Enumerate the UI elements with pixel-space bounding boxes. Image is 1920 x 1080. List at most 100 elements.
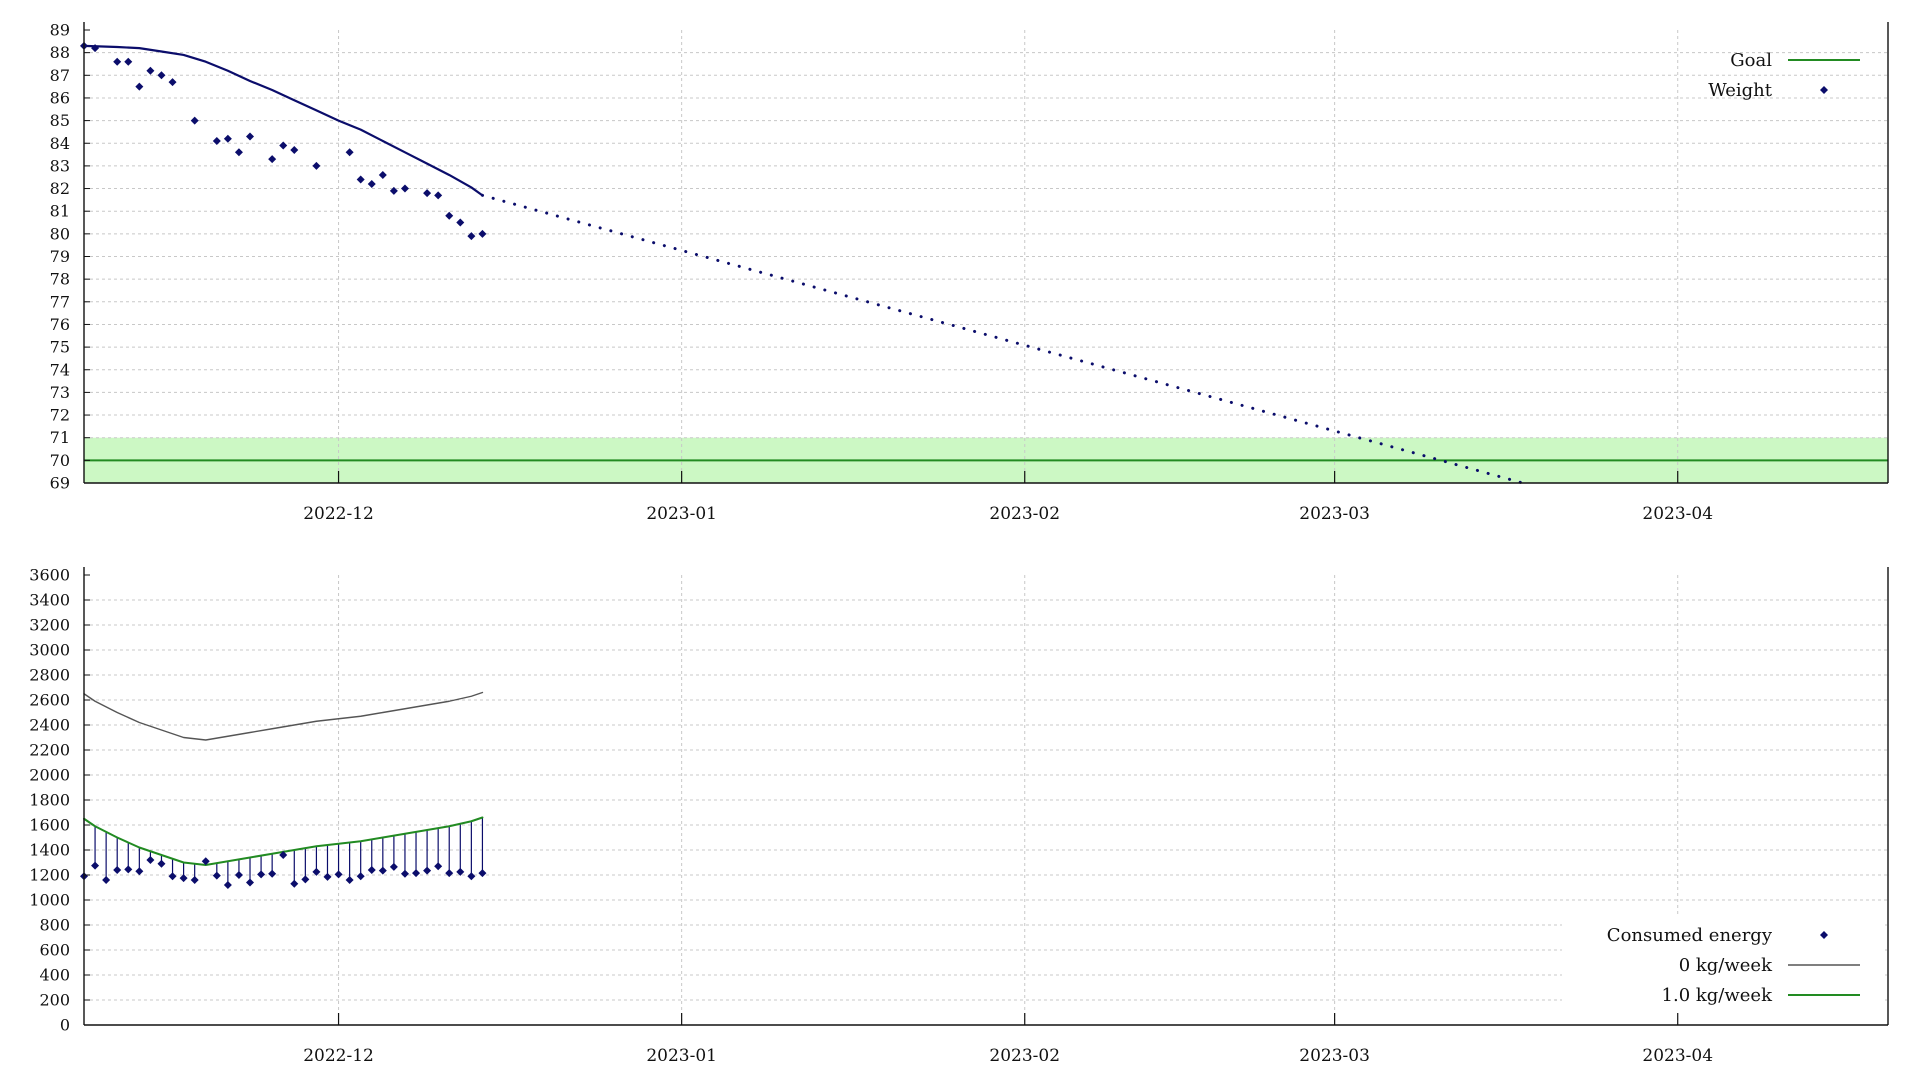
consumed-energy-point	[279, 851, 288, 859]
weight-point	[445, 211, 454, 220]
consumed-energy-point	[190, 876, 199, 884]
weight-point	[434, 191, 443, 200]
weight-point	[223, 134, 232, 143]
weight-point	[157, 71, 166, 80]
legend-label-consumed-energy: Consumed energy	[1607, 925, 1773, 946]
x-tick-label: 2023-03	[1299, 1046, 1370, 1066]
y-tick-label: 75	[50, 338, 70, 357]
x-axis-ticks: 2022-12 2023-01 2023-02 2023-03 2023-04	[303, 471, 1713, 524]
consumed-energy-point	[445, 869, 454, 878]
y-axis-ticks: 69 70 71 72 73 74 75 76 77 78 79 80 81 82 83 84 85 86 87 88…	[50, 21, 90, 493]
consumed-energy-point	[434, 862, 443, 871]
y-tick-label: 72	[50, 406, 70, 425]
x-tick-label: 2022-12	[303, 504, 374, 524]
y-tick-label: 84	[50, 134, 70, 153]
x-tick-label: 2023-01	[646, 1046, 717, 1066]
consumed-energy-point	[257, 870, 266, 879]
consumed-energy-point	[234, 871, 243, 879]
consumed-energy-point	[378, 866, 387, 875]
consumed-energy-point	[91, 861, 100, 870]
consumed-energy-point	[323, 872, 332, 881]
consumed-energy-point	[146, 856, 155, 864]
consumed-energy-point	[478, 869, 487, 878]
y-tick-label: 0	[60, 1016, 70, 1035]
y-tick-label: 89	[50, 21, 70, 40]
y-tick-label: 87	[50, 66, 70, 85]
weight-point	[135, 82, 144, 91]
x-tick-label: 2023-02	[989, 1046, 1060, 1066]
consumed-energy-point	[168, 872, 177, 881]
y-tick-label: 70	[50, 451, 70, 470]
y-tick-label: 2800	[29, 666, 70, 685]
consumed-energy-point	[201, 857, 210, 866]
consumed-energy-point	[400, 869, 409, 878]
y-tick-label: 85	[50, 111, 70, 130]
weight-point	[146, 66, 155, 75]
weight-point	[113, 57, 122, 66]
consumed-energy-point	[246, 878, 255, 887]
y-tick-label: 71	[50, 428, 70, 447]
weight-point	[168, 78, 177, 87]
grid-lines	[84, 30, 1888, 483]
y-tick-label: 69	[50, 474, 70, 493]
y-tick-label: 73	[50, 383, 70, 402]
weight-point	[400, 184, 409, 193]
energy-chart: 0 200 400 600 800 1000 1200 1400 1600 1800 2000 220…	[29, 566, 1889, 1066]
consumed-energy-point	[135, 867, 144, 876]
legend-swatch-consumed-energy	[1820, 931, 1828, 939]
legend-label-weight: Weight	[1708, 80, 1773, 101]
legend-label-1-kg-week: 1.0 kg/week	[1662, 985, 1774, 1006]
plot-frame	[83, 567, 1889, 1026]
weight-point	[268, 155, 277, 164]
consumed-energy-point	[268, 869, 277, 878]
consumed-energy-point	[389, 862, 398, 871]
plot-frame	[83, 22, 1889, 484]
consumed-energy-point	[312, 867, 321, 876]
weight-point	[312, 161, 321, 170]
weight-point	[246, 132, 255, 141]
y-tick-label: 80	[50, 224, 70, 243]
weight-point	[467, 232, 476, 241]
weight-point	[124, 57, 133, 66]
y-tick-label: 2000	[29, 766, 70, 785]
weight-point	[279, 141, 288, 150]
x-tick-label: 2023-02	[989, 504, 1060, 524]
y-tick-label: 78	[50, 270, 70, 289]
consumed-energy-point	[301, 875, 310, 884]
y-tick-label: 83	[50, 156, 70, 175]
consumed-energy-point	[412, 869, 421, 878]
y-tick-label: 88	[50, 43, 70, 62]
weight-trend-line	[82, 44, 484, 197]
consumed-energy-point	[179, 874, 188, 883]
y-axis-ticks: 0 200 400 600 800 1000 1200 1400 1600 1800 2000 220…	[29, 566, 90, 1035]
consumed-energy-point	[212, 871, 221, 880]
y-tick-label: 82	[50, 179, 70, 198]
y-tick-label: 1400	[29, 841, 70, 860]
x-axis-ticks: 2022-12 2023-01 2023-02 2023-03 2023-04	[303, 1013, 1713, 1066]
weight-point	[290, 146, 299, 155]
weight-point	[478, 229, 487, 238]
y-tick-label: 3600	[29, 566, 70, 585]
legend-label-0-kg-week: 0 kg/week	[1679, 955, 1773, 976]
weight-projection-line	[480, 193, 1525, 485]
y-tick-label: 2200	[29, 741, 70, 760]
consumed-energy-point	[345, 876, 354, 884]
consumed-energy-point	[367, 866, 376, 874]
consumed-energy-point	[290, 879, 299, 888]
x-tick-label: 2023-04	[1642, 504, 1713, 524]
y-tick-label: 76	[50, 315, 70, 334]
legend-box	[1562, 915, 1885, 1022]
weight-point	[423, 189, 432, 198]
y-tick-label: 74	[50, 360, 70, 379]
weight-point	[378, 170, 387, 179]
y-tick-label: 600	[39, 941, 70, 960]
y-tick-label: 77	[50, 292, 70, 311]
consumed-energy-point	[157, 859, 166, 868]
consumed-energy-point	[124, 865, 133, 874]
legend-background	[1562, 915, 1885, 1022]
weight-chart: 69 70 71 72 73 74 75 76 77 78 79 80 81 82 83 84 85 86 87 88…	[50, 21, 1889, 524]
consumed-energy-point	[334, 870, 343, 879]
energy-series	[80, 691, 487, 889]
legend: Goal Weight	[1708, 50, 1860, 101]
